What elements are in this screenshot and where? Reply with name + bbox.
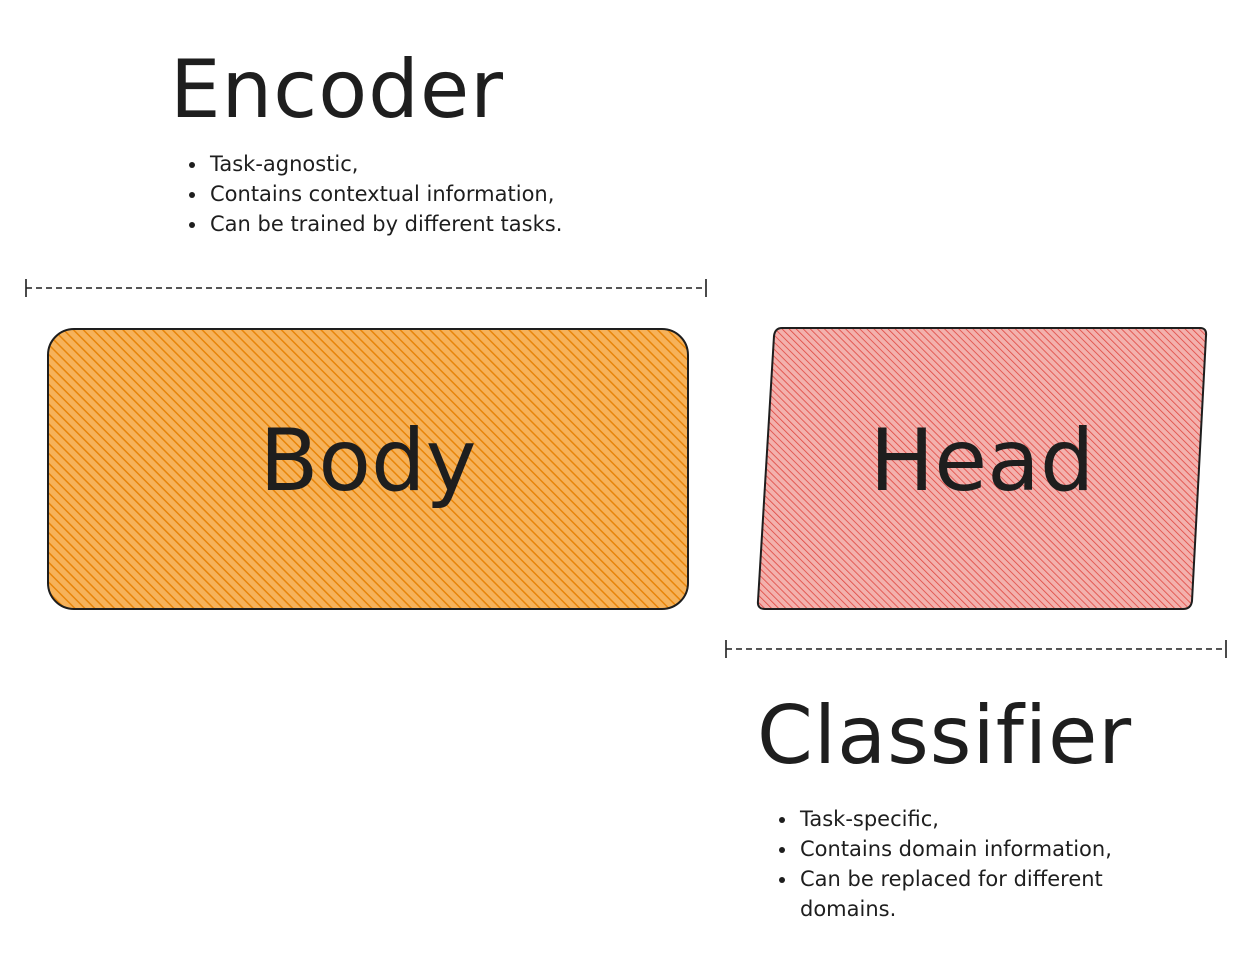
body-box (47, 328, 689, 610)
classifier-bullet: Contains domain information, (798, 834, 1198, 864)
classifier-bullet-list: Task-specific, Contains domain informati… (776, 804, 1198, 924)
head-box (756, 327, 1208, 610)
head-label: Head (869, 411, 1095, 511)
encoder-bullet: Contains contextual information, (208, 179, 728, 209)
body-label: Body (259, 411, 477, 511)
encoder-span-bracket (25, 279, 707, 297)
classifier-title: Classifier (757, 689, 1133, 782)
classifier-bullet: Can be replaced for different domains. (798, 864, 1198, 924)
classifier-bullet: Task-specific, (798, 804, 1198, 834)
classifier-span-bracket (725, 640, 1227, 658)
encoder-title: Encoder (170, 43, 505, 136)
encoder-bullet-list: Task-agnostic, Contains contextual infor… (186, 149, 728, 239)
encoder-bullet: Can be trained by different tasks. (208, 209, 728, 239)
encoder-bullet: Task-agnostic, (208, 149, 728, 179)
